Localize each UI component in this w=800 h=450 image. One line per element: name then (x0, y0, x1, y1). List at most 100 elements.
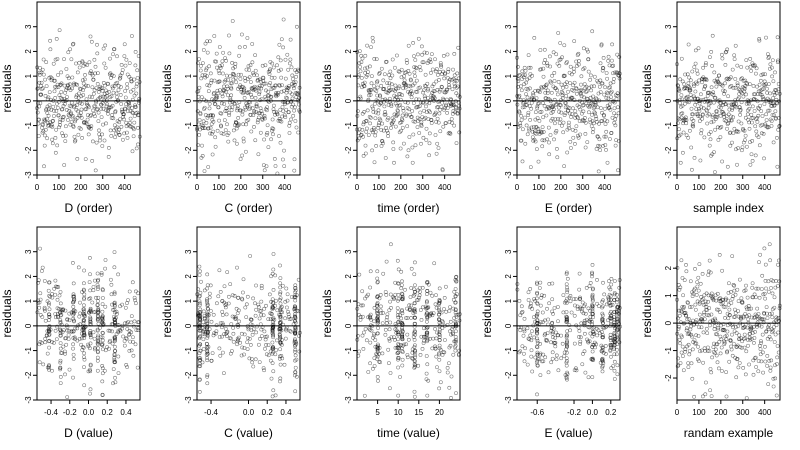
data-point (678, 132, 683, 137)
data-point (420, 285, 425, 290)
data-point (292, 86, 296, 91)
data-point (369, 88, 374, 92)
data-point (270, 305, 275, 310)
data-point (574, 366, 578, 371)
x-axis: 5 10 15 20 (375, 400, 444, 417)
data-point (396, 330, 401, 335)
data-point (268, 358, 273, 363)
data-point (267, 292, 272, 297)
data-point (610, 303, 615, 307)
data-point (727, 307, 732, 312)
data-point (236, 72, 241, 77)
data-point (599, 119, 604, 123)
data-point (747, 307, 752, 311)
data-point (768, 368, 773, 373)
data-point (439, 84, 444, 89)
data-point (564, 93, 568, 98)
data-point (600, 299, 605, 304)
data-point (744, 92, 748, 97)
data-point (601, 304, 605, 309)
data-point (701, 360, 705, 365)
data-point (36, 86, 40, 91)
data-point (393, 89, 397, 93)
data-point (379, 128, 384, 132)
data-point (47, 90, 52, 94)
data-point (592, 84, 596, 89)
data-point (362, 393, 367, 398)
data-point (704, 78, 709, 82)
data-point (288, 37, 293, 42)
data-point (427, 153, 431, 158)
data-point (591, 94, 595, 99)
data-point (112, 47, 117, 51)
data-point (517, 299, 522, 303)
data-point (564, 272, 569, 276)
data-point (545, 306, 549, 311)
data-point (360, 56, 365, 61)
data-point (444, 89, 449, 94)
data-point (377, 346, 382, 350)
data-point (564, 270, 569, 275)
data-point (595, 134, 600, 139)
data-point (692, 322, 697, 326)
data-point (732, 283, 737, 288)
data-point (211, 333, 216, 338)
data-point (765, 86, 769, 91)
data-point (53, 278, 58, 283)
data-point (576, 133, 580, 138)
data-point (530, 73, 534, 78)
data-point (532, 335, 537, 340)
data-point (54, 109, 59, 113)
data-point (381, 141, 385, 146)
data-point (754, 66, 759, 71)
data-point (120, 326, 125, 331)
data-point (268, 67, 272, 72)
data-point (270, 328, 275, 333)
data-point (216, 105, 221, 110)
data-point (734, 331, 739, 335)
data-point (411, 101, 416, 105)
data-point (555, 92, 560, 97)
data-point (61, 115, 65, 120)
data-point (362, 84, 367, 89)
data-point (55, 57, 60, 61)
data-point (60, 118, 65, 122)
data-point (741, 366, 746, 370)
data-point (718, 351, 723, 356)
data-point (556, 368, 561, 373)
data-point (555, 61, 560, 66)
data-point (606, 54, 611, 59)
data-point (615, 91, 620, 96)
data-point (578, 92, 583, 97)
data-point (598, 78, 603, 83)
x-tick-label: 100 (532, 183, 546, 192)
data-point (754, 71, 758, 76)
data-point (251, 296, 255, 301)
data-point (217, 118, 221, 123)
data-point (425, 88, 430, 93)
data-point (56, 312, 60, 316)
data-point (551, 340, 556, 345)
data-point (441, 124, 446, 129)
data-point (532, 98, 536, 103)
data-point (677, 337, 682, 342)
data-point (197, 294, 202, 299)
y-tick-label: -2 (24, 371, 33, 379)
data-point (103, 304, 108, 309)
data-point (357, 61, 362, 65)
data-point (724, 49, 729, 54)
data-point (420, 44, 424, 49)
data-point (366, 370, 371, 374)
data-point (69, 120, 74, 124)
data-point (57, 28, 62, 32)
x-axis: 0 100 200 300 400 (515, 175, 612, 192)
data-point (748, 162, 753, 167)
data-point (699, 295, 703, 299)
y-axis-title: residuals (0, 289, 14, 337)
data-point (729, 344, 733, 349)
data-point (263, 337, 268, 342)
y-tick-label: 0 (344, 323, 353, 328)
data-point (565, 317, 569, 321)
data-point (396, 315, 401, 320)
data-point (448, 343, 453, 348)
